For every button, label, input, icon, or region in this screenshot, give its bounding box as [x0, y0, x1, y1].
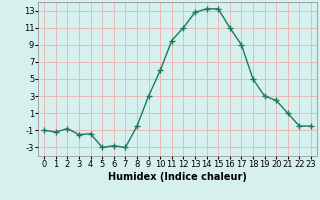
X-axis label: Humidex (Indice chaleur): Humidex (Indice chaleur): [108, 172, 247, 182]
